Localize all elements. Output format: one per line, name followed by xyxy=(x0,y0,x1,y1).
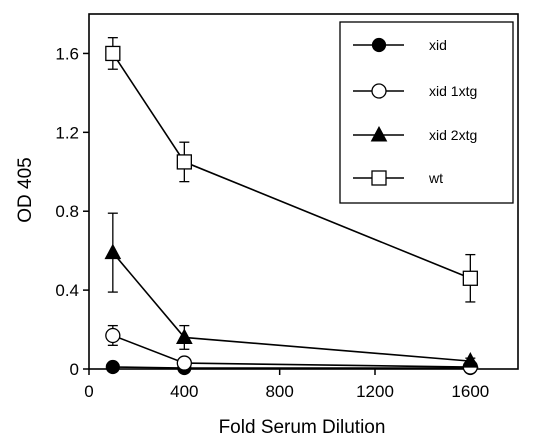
legend-marker-xid-1xtg xyxy=(371,83,387,99)
legend-marker-wt xyxy=(371,170,387,186)
data-point-xid-2xtg xyxy=(461,352,479,368)
x-tick-label: 800 xyxy=(265,382,293,401)
y-tick-label: 0 xyxy=(70,360,79,379)
series-line-xid-2xtg xyxy=(112,252,471,362)
y-tick-label: 1.2 xyxy=(55,123,79,142)
data-point-wt xyxy=(176,154,192,170)
axes xyxy=(88,13,519,370)
legend-label-xid-2xtg: xid 2xtg xyxy=(429,127,477,143)
legend-label-xid: xid xyxy=(429,37,447,53)
data-point-wt xyxy=(105,45,121,62)
data-point-xid-2xtg xyxy=(104,243,122,260)
series-xid-1xtg xyxy=(105,324,478,375)
data-point-xid-1xtg xyxy=(176,355,192,371)
legend-label-wt: wt xyxy=(428,170,443,186)
plot-area xyxy=(104,37,479,376)
legend-box xyxy=(339,21,514,204)
series-line-xid-1xtg xyxy=(112,334,471,368)
x-tick-label: 0 xyxy=(84,382,93,401)
data-point-xid-1xtg xyxy=(105,327,121,344)
y-tick-label: 0.4 xyxy=(55,281,79,300)
data-point-xid-2xtg xyxy=(175,328,193,344)
y-tick-label: 0.8 xyxy=(55,202,79,221)
legend-marker-xid-2xtg xyxy=(370,125,388,142)
x-tick-label: 1200 xyxy=(356,382,394,401)
x-tick-label: 400 xyxy=(170,382,198,401)
x-axis-ticks: 0 400 800 1200 1600 xyxy=(84,369,489,401)
legend: xid xid 1xtg xid 2xtg wt xyxy=(339,21,514,204)
series-xid-2xtg xyxy=(104,212,479,368)
legend-label-xid-1xtg: xid 1xtg xyxy=(429,83,477,99)
data-point-wt xyxy=(462,270,478,286)
y-axis-ticks: 0 0.4 0.8 1.2 1.6 xyxy=(55,44,89,379)
legend-marker-xid xyxy=(371,37,387,53)
y-tick-label: 1.6 xyxy=(55,44,79,63)
x-tick-label: 1600 xyxy=(451,382,489,401)
y-axis-title: OD 405 xyxy=(15,157,36,222)
data-point-xid xyxy=(105,359,120,375)
series-xid xyxy=(105,359,478,376)
plot-frame xyxy=(88,13,519,370)
series-line-xid xyxy=(112,366,471,369)
series-wt xyxy=(105,37,478,303)
x-axis-title: Fold Serum Dilution xyxy=(219,417,386,438)
